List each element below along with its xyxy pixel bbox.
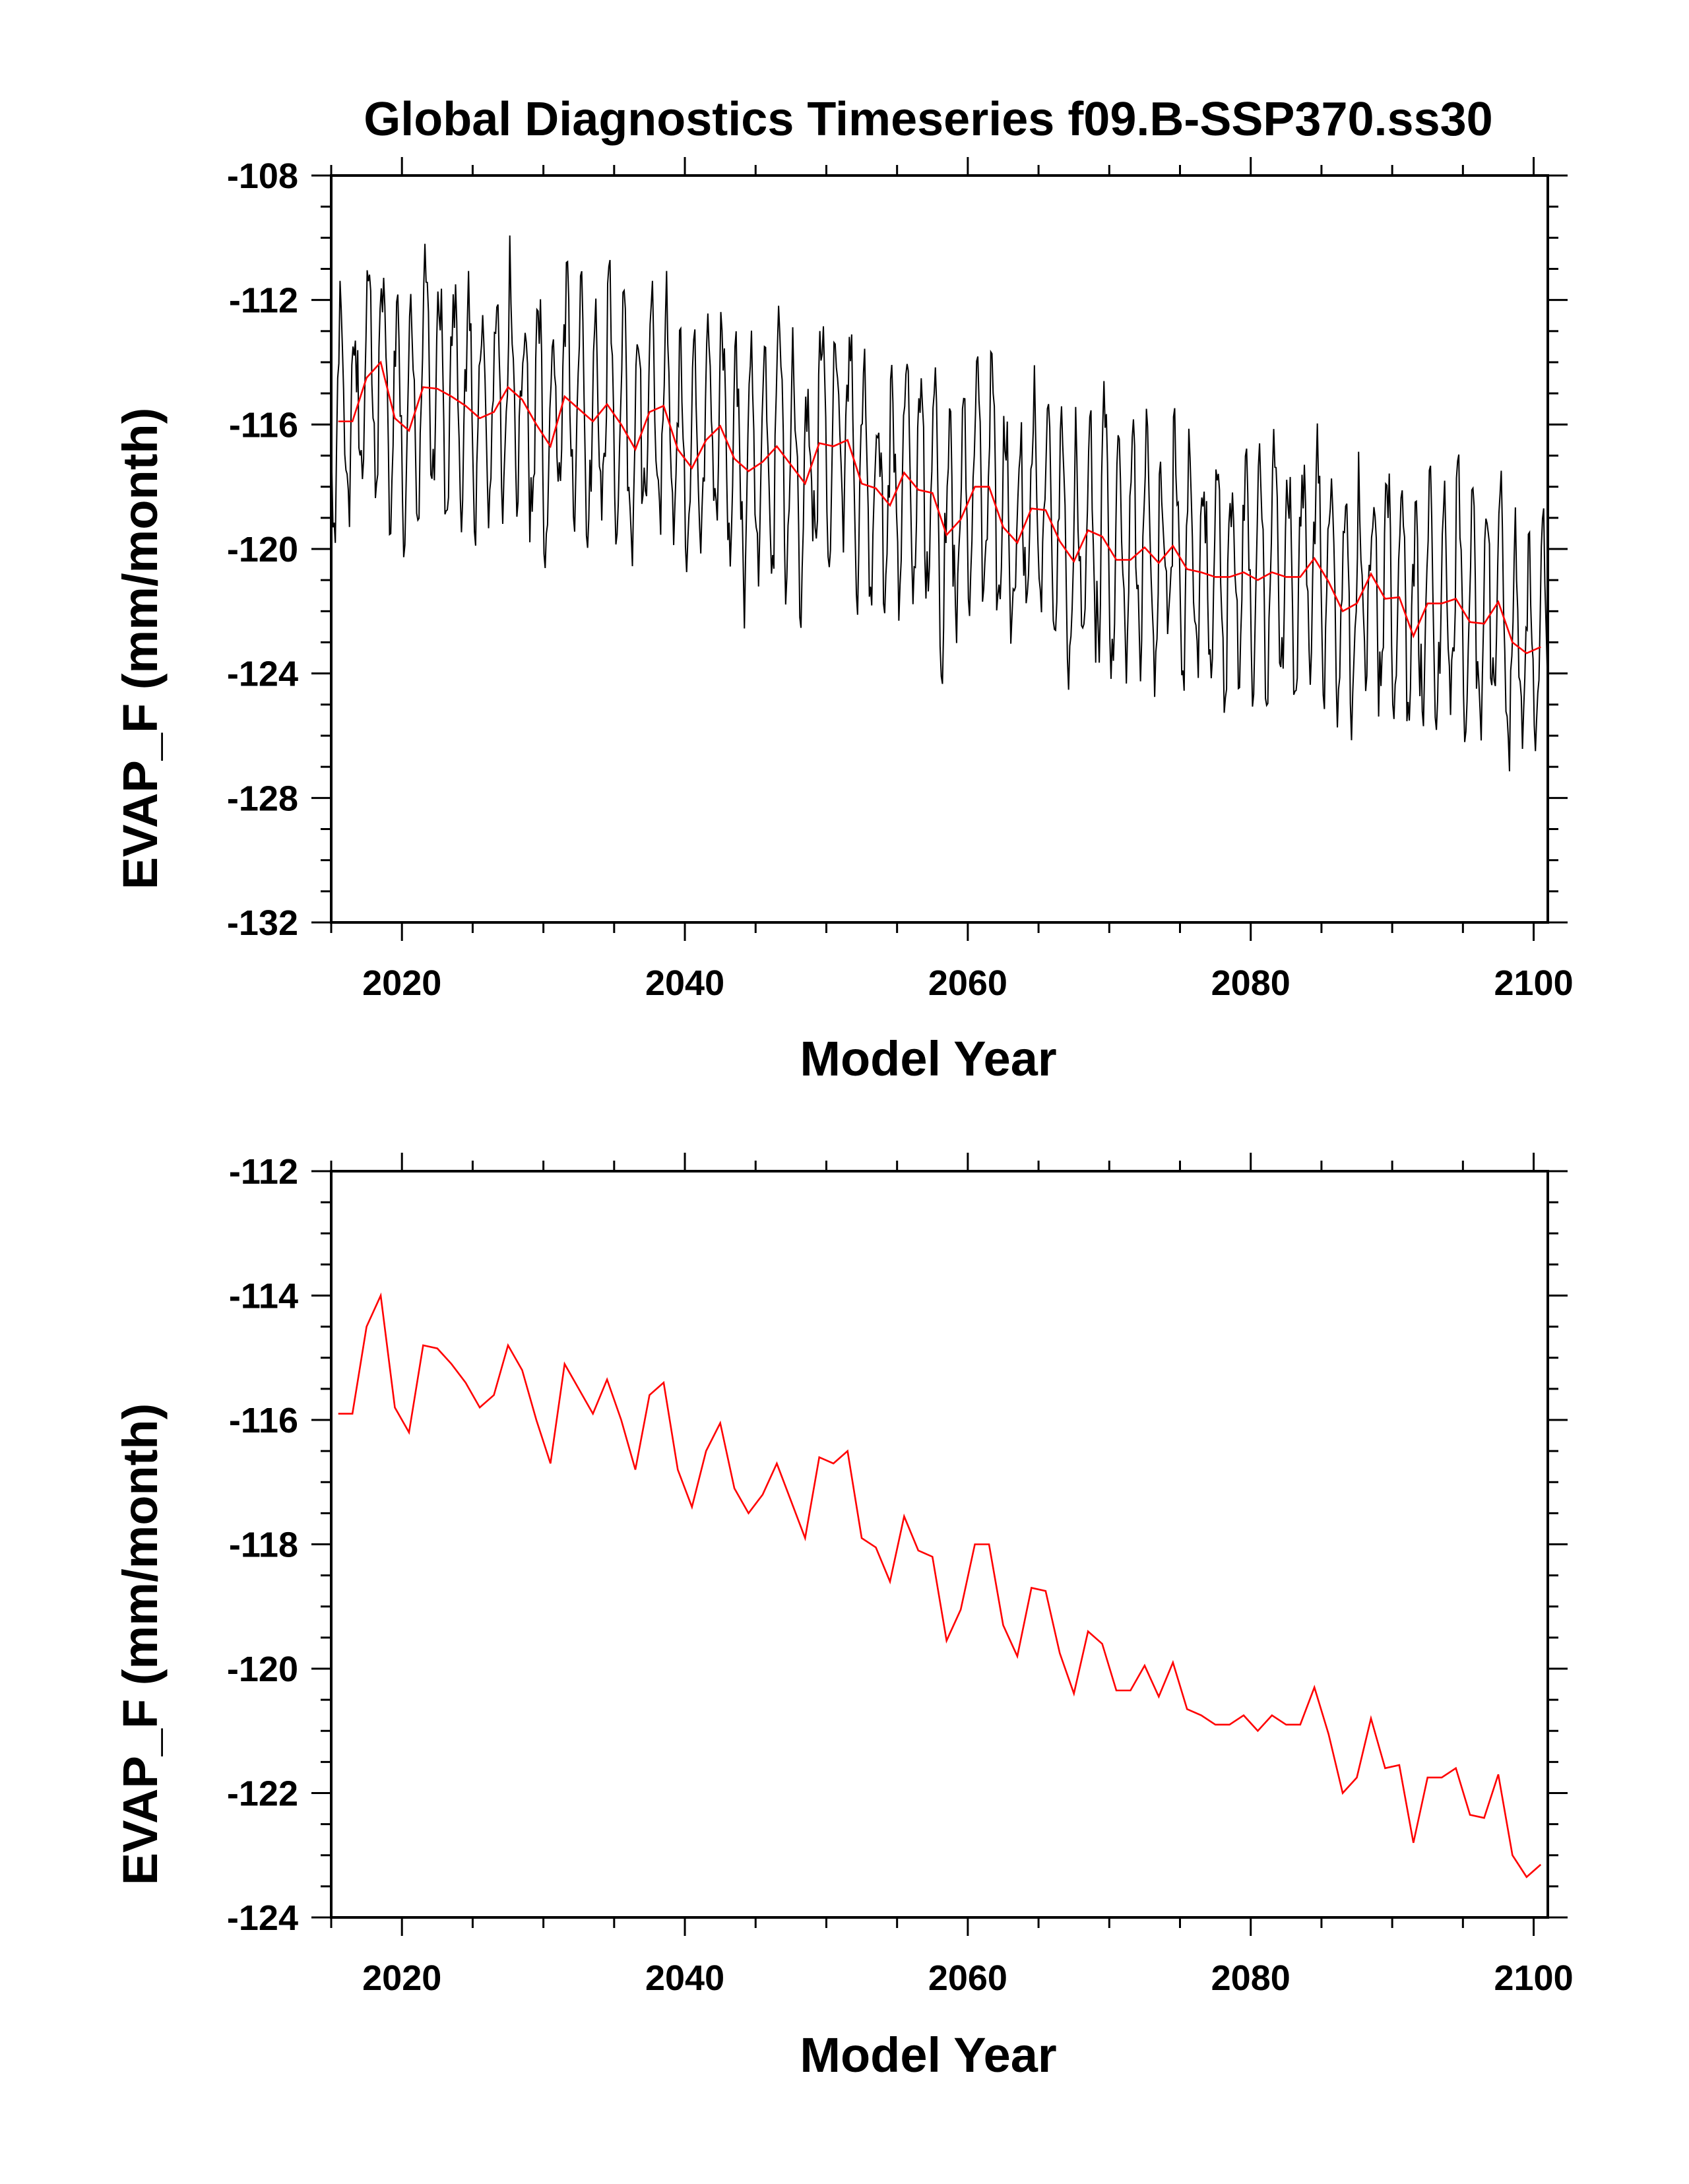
bottom-panel-ytick-label: -118	[229, 1526, 298, 1565]
top-panel-series-annual-mean	[338, 360, 1541, 655]
top-panel-series	[331, 235, 1548, 772]
top-panel-xtick-label: 2080	[1211, 963, 1291, 1003]
bottom-panel-axes: 2020 2040 2060 2080 2100 -124 -122 -120 -118 -116…	[227, 1152, 1574, 1998]
top-panel-xtick-label: 2100	[1494, 963, 1573, 1003]
top-panel-ytick-label: -124	[227, 655, 298, 694]
bottom-panel-ytick-label: -124	[227, 1898, 298, 1938]
top-panel-ytick-label: -132	[227, 903, 298, 943]
bottom-panel-xtick-label: 2020	[362, 1958, 441, 1998]
top-panel-series-monthly	[331, 235, 1548, 772]
top-panel-xtick-label: 2040	[645, 963, 724, 1003]
top-panel-ylabel: EVAP_F (mm/month)	[113, 408, 168, 889]
bottom-panel-xtick-label: 2080	[1211, 1958, 1291, 1998]
bottom-panel-ytick-label: -116	[229, 1401, 298, 1440]
bottom-panel-series-annual-mean	[338, 1292, 1542, 1879]
bottom-panel-frame	[330, 1170, 1549, 1919]
top-panel-ytick-label: -128	[227, 779, 298, 818]
bottom-panel-ylabel: EVAP_F (mm/month)	[113, 1403, 168, 1885]
top-panel-ytick-label: -120	[227, 530, 298, 569]
bottom-panel-xlabel: Model Year	[800, 2028, 1056, 2082]
top-panel-xtick-label: 2020	[362, 963, 441, 1003]
bottom-panel-xtick-label: 2060	[928, 1958, 1007, 1998]
top-panel-ytick-label: -116	[229, 405, 298, 445]
top-panel-ytick-label: -112	[229, 281, 298, 321]
bottom-panel-ytick-label: -122	[227, 1774, 298, 1814]
top-panel: 2020 2040 2060 2080 2100 -132 -128 -124 -120 -116…	[113, 156, 1574, 1086]
top-panel-xlabel: Model Year	[800, 1031, 1056, 1086]
top-panel-xtick-label: 2060	[928, 963, 1007, 1003]
bottom-panel: 2020 2040 2060 2080 2100 -124 -122 -120 -118 -116…	[113, 1152, 1574, 2082]
bottom-panel-ytick-label: -114	[229, 1277, 298, 1316]
bottom-panel-ytick-label: -120	[227, 1650, 298, 1689]
bottom-panel-ytick-label: -112	[229, 1152, 298, 1192]
top-panel-ytick-label: -108	[227, 156, 298, 196]
bottom-panel-series	[338, 1292, 1542, 1879]
bottom-panel-xtick-label: 2040	[645, 1958, 724, 1998]
top-panel-axes: 2020 2040 2060 2080 2100 -132 -128 -124 -120 -116…	[227, 156, 1574, 1003]
bottom-panel-xtick-label: 2100	[1494, 1958, 1573, 1998]
figure-title: Global Diagnostics Timeseries f09.B-SSP3…	[364, 93, 1492, 146]
